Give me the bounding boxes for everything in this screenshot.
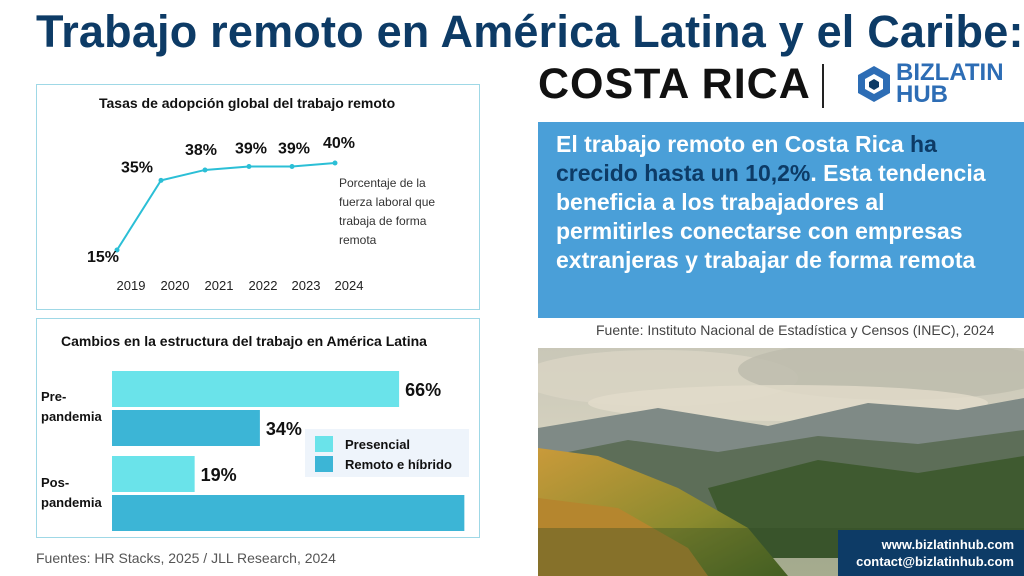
legend-swatch-presencial xyxy=(315,436,333,452)
source-right: Fuente: Instituto Nacional de Estadístic… xyxy=(596,322,995,338)
highlight-emphasis: ha crecido hasta un 10,2% xyxy=(556,131,937,186)
contact-website[interactable]: www.bizlatinhub.com xyxy=(881,537,1014,552)
contact-email[interactable]: contact@bizlatinhub.com xyxy=(856,554,1014,569)
bizlatinhub-logo: BIZLATIN HUB xyxy=(856,59,1006,108)
bar-category-label: pandemia xyxy=(41,409,102,424)
adoption-line-chart: 15% 2019 35% 2020 38% 2021 39% 2022 39% 2023 40% 20… xyxy=(87,135,435,293)
adoption-annotation-line: Porcentaje de la xyxy=(339,176,426,190)
structure-bar-chart: 66% 34% Pre-pandemia 19% Pos-pandemia xyxy=(41,371,465,531)
bar-value-label: 34% xyxy=(266,419,302,439)
adoption-annotation-line: trabaja de forma xyxy=(339,214,427,228)
bar-remoto xyxy=(112,410,260,446)
adoption-annotation-line: fuerza laboral que xyxy=(339,195,435,209)
adoption-x-tick: 2022 xyxy=(249,278,278,293)
structure-chart-title: Cambios en la estructura del trabajo en … xyxy=(61,333,427,349)
bar-category-label: Pre- xyxy=(41,389,66,404)
landscape-photo: www.bizlatinhub.com contact@bizlatinhub.… xyxy=(538,348,1024,576)
legend-label-remoto: Remoto e híbrido xyxy=(345,456,452,472)
contact-box: www.bizlatinhub.com contact@bizlatinhub.… xyxy=(838,530,1024,576)
adoption-data-label: 40% xyxy=(323,135,355,152)
adoption-data-label: 39% xyxy=(235,140,267,157)
adoption-point xyxy=(246,163,252,169)
structure-chart-panel: Cambios en la estructura del trabajo en … xyxy=(36,318,480,538)
adoption-data-label: 15% xyxy=(87,249,119,266)
page-title: Trabajo remoto en América Latina y el Ca… xyxy=(36,6,1024,57)
adoption-point xyxy=(114,247,120,253)
adoption-point xyxy=(332,160,338,166)
bar-presencial xyxy=(112,371,400,407)
adoption-x-tick: 2021 xyxy=(205,278,234,293)
adoption-x-tick: 2024 xyxy=(335,278,364,293)
adoption-point xyxy=(158,177,164,183)
bar-value-label: 19% xyxy=(201,465,237,485)
legend-label-presencial: Presencial xyxy=(345,436,411,452)
bar-remoto xyxy=(112,495,465,531)
bar-presencial xyxy=(112,456,195,492)
adoption-data-label: 39% xyxy=(278,140,310,157)
highlight-box: El trabajo remoto en Costa Rica ha creci… xyxy=(538,122,1024,318)
source-left: Fuentes: HR Stacks, 2025 / JLL Research,… xyxy=(36,550,336,566)
adoption-x-tick: 2019 xyxy=(117,278,146,293)
title-divider xyxy=(822,64,824,108)
legend-item-remoto: Remoto e híbrido xyxy=(315,456,452,472)
highlight-part3: . Esta tendencia beneficia a los trabaja… xyxy=(556,160,986,273)
adoption-x-tick: 2023 xyxy=(292,278,321,293)
adoption-series-line xyxy=(116,162,336,251)
adoption-point xyxy=(289,163,295,169)
highlight-part1: El trabajo remoto en Costa Rica xyxy=(556,131,911,157)
adoption-chart-title: Tasas de adopción global del trabajo rem… xyxy=(99,95,396,111)
bar-category-label: Pos- xyxy=(41,475,69,490)
adoption-annotation-line: remota xyxy=(339,233,377,247)
bar-category-label: pandemia xyxy=(41,495,102,510)
adoption-data-label: 35% xyxy=(121,159,153,176)
adoption-point xyxy=(202,167,208,173)
adoption-data-label: 38% xyxy=(185,142,217,159)
country-title: COSTA RICA xyxy=(538,60,811,108)
logo-text-line1: BIZLATIN xyxy=(896,59,1004,86)
logo-icon xyxy=(858,66,890,102)
legend-swatch-remoto xyxy=(315,456,333,472)
adoption-chart-panel: Tasas de adopción global del trabajo rem… xyxy=(36,84,480,310)
highlight-text: El trabajo remoto en Costa Rica ha creci… xyxy=(556,130,1006,275)
bar-value-label: 66% xyxy=(405,380,441,400)
logo-text-line2: HUB xyxy=(896,81,948,108)
adoption-x-tick: 2020 xyxy=(161,278,190,293)
bar-legend: Presencial Remoto e híbrido xyxy=(305,429,469,477)
landscape-image xyxy=(538,348,1024,576)
legend-item-presencial: Presencial xyxy=(315,436,410,452)
